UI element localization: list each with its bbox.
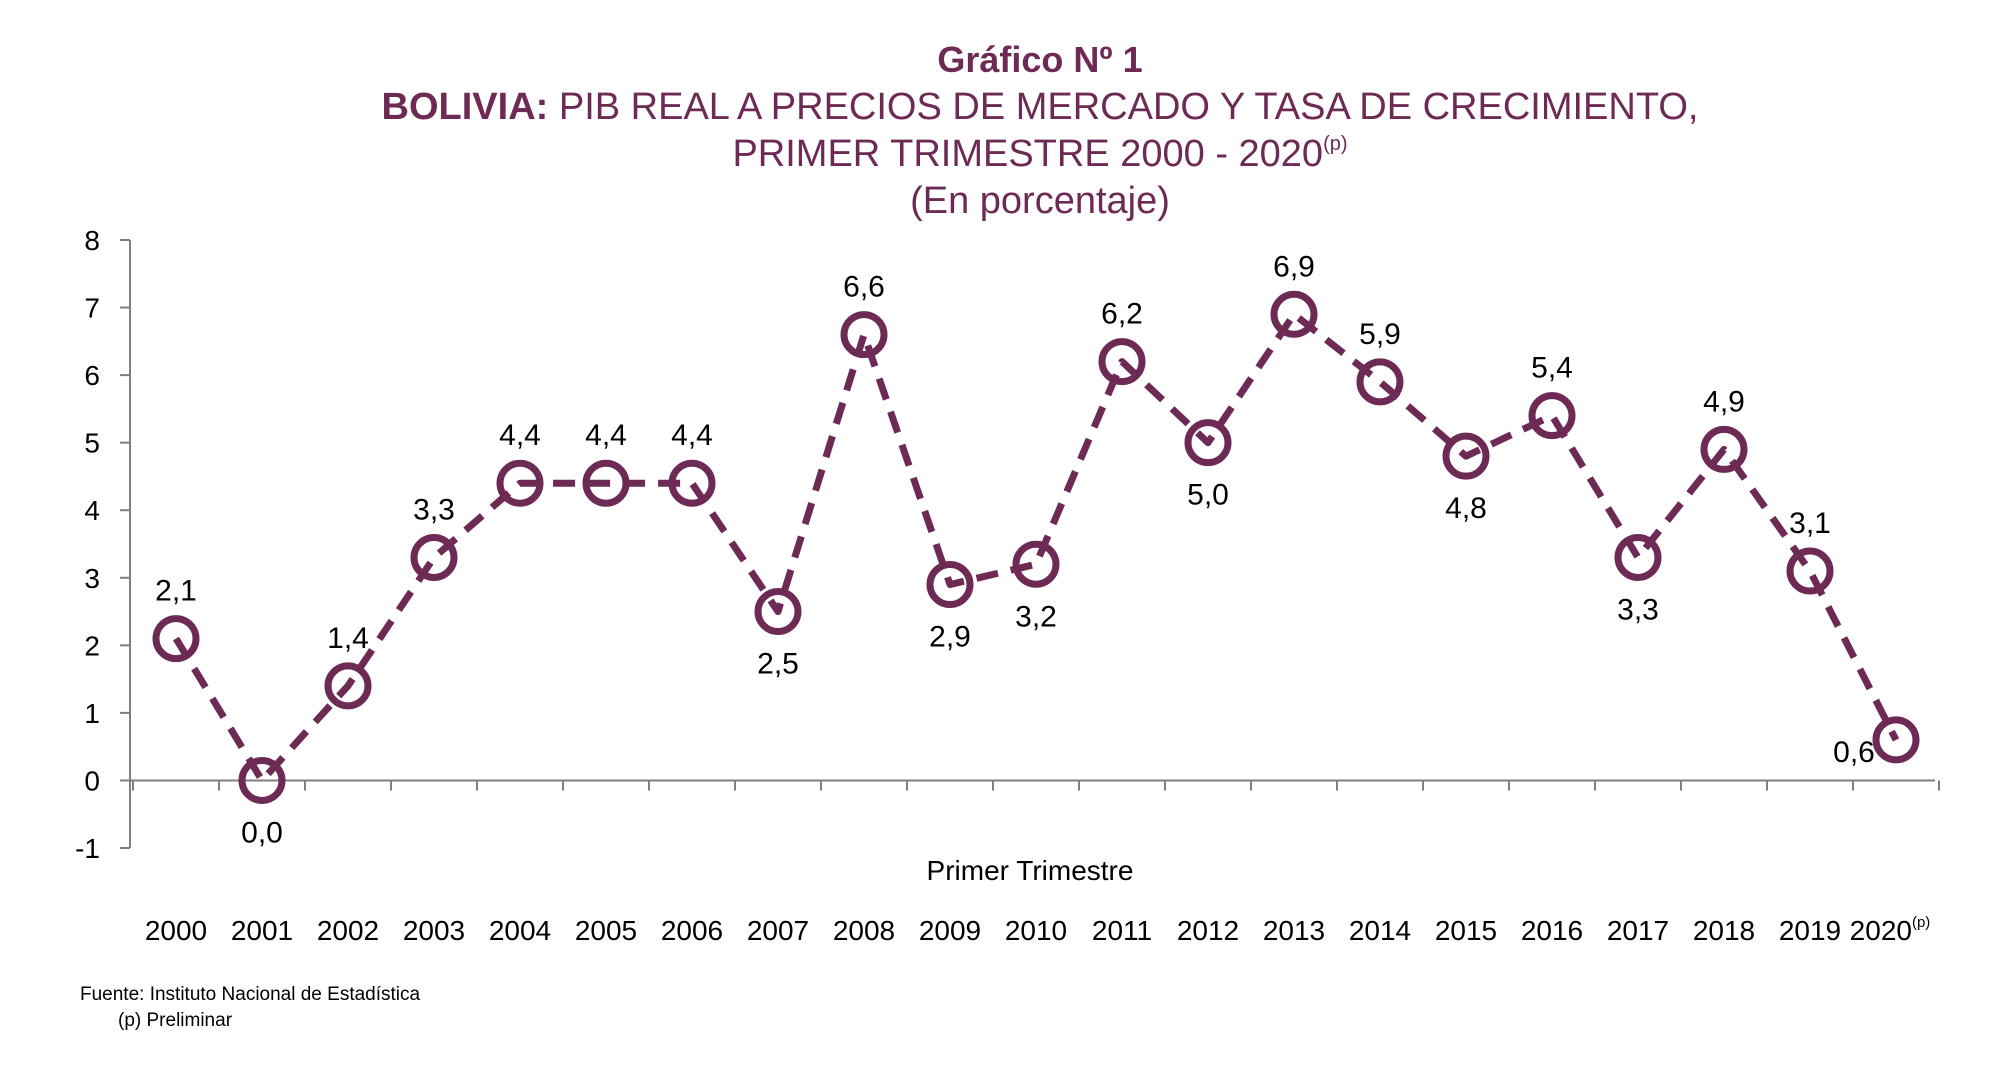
data-point: [1700, 425, 1748, 473]
source-note: Fuente: Instituto Nacional de Estadístic…: [80, 984, 421, 1031]
title-line-3: PRIMER TRIMESTRE 2000 - 2020(p): [732, 133, 1347, 175]
data-label: 4,4: [499, 419, 541, 452]
source-line: Fuente: Instituto Nacional de Estadístic…: [80, 984, 421, 1005]
preliminary-note: (p) Preliminar: [118, 1010, 233, 1031]
x-tick-label: 2020(p): [1850, 914, 1931, 946]
x-tick-label: 2015: [1435, 915, 1497, 946]
title-superscript: (p): [1323, 133, 1347, 155]
data-point: [1786, 547, 1834, 595]
data-label: 6,6: [843, 271, 885, 304]
data-point: [1270, 290, 1318, 338]
data-label: 3,3: [413, 494, 455, 527]
y-tick-label: 8: [84, 225, 100, 256]
title-line-4: (En porcentaje): [910, 180, 1170, 222]
data-point: [754, 588, 802, 636]
series-pib-growth: [173, 310, 1900, 784]
data-label: 0,0: [241, 816, 283, 849]
data-label: 4,9: [1703, 385, 1745, 418]
x-tick-label: 2016: [1521, 915, 1583, 946]
x-tick-label: 2014: [1349, 915, 1411, 946]
y-tick-label: -1: [75, 833, 100, 864]
x-tick-label-superscript: (p): [1912, 914, 1930, 931]
x-axis-labels: 2000 2001 2002 2003 2004 2005 2006 2007 2008 2009…: [145, 914, 1930, 946]
x-tick-label: 2013: [1263, 915, 1325, 946]
data-label: 2,5: [757, 648, 799, 681]
x-tick-label: 2007: [747, 915, 809, 946]
series-line: [173, 310, 1900, 784]
y-tick-label: 5: [84, 428, 100, 459]
x-tick-label: 2002: [317, 915, 379, 946]
y-tick-label: 2: [84, 630, 100, 661]
x-tick-label: 2009: [919, 915, 981, 946]
data-point: [582, 459, 630, 507]
data-point: [238, 756, 286, 804]
data-point: [496, 459, 544, 507]
x-tick-label: 2018: [1693, 915, 1755, 946]
title-period: PRIMER TRIMESTRE 2000 - 2020: [732, 133, 1323, 175]
data-label: 3,3: [1617, 594, 1659, 627]
data-point: [1012, 540, 1060, 588]
title-country: BOLIVIA:: [382, 86, 549, 128]
y-tick-label: 1: [84, 698, 100, 729]
title-line-2: BOLIVIA: PIB REAL A PRECIOS DE MERCADO Y…: [382, 86, 1699, 128]
x-tick-label: 2004: [489, 915, 551, 946]
data-label: 3,2: [1015, 600, 1057, 633]
chart-title: Gráfico Nº 1 BOLIVIA: PIB REAL A PRECIOS…: [382, 39, 1699, 222]
y-axis-ticks: -1 0 1 2 3 4 5 6 7 8: [75, 225, 130, 864]
data-point: [1098, 338, 1146, 386]
y-tick-label: 0: [84, 765, 100, 796]
x-tick-label: 2003: [403, 915, 465, 946]
data-label: 4,4: [585, 419, 627, 452]
x-tick-label: 2001: [231, 915, 293, 946]
y-tick-label: 3: [84, 563, 100, 594]
data-label: 3,1: [1789, 507, 1831, 540]
data-point: [1872, 716, 1920, 764]
x-tick-label: 2012: [1177, 915, 1239, 946]
title-line-1: Gráfico Nº 1: [937, 39, 1142, 80]
data-point: [1528, 392, 1576, 440]
data-label: 1,4: [327, 622, 369, 655]
data-label: 5,4: [1531, 352, 1573, 385]
x-tick-label: 2011: [1092, 915, 1152, 946]
series-markers: [152, 290, 1920, 804]
data-point: [324, 662, 372, 710]
title-main: PIB REAL A PRECIOS DE MERCADO Y TASA DE …: [548, 86, 1698, 128]
data-label: 2,1: [155, 575, 197, 608]
data-label: 6,9: [1273, 250, 1315, 283]
x-tick-label: 2019: [1779, 915, 1841, 946]
data-point: [1442, 432, 1490, 480]
data-label: 2,9: [929, 621, 971, 654]
data-label: 5,9: [1359, 318, 1401, 351]
data-label: 5,0: [1187, 479, 1229, 512]
data-point: [668, 459, 716, 507]
data-point: [840, 311, 888, 359]
x-axis-ticks: [132, 780, 1940, 791]
data-label: 4,8: [1445, 492, 1487, 525]
x-tick-label: 2008: [833, 915, 895, 946]
x-tick-label: 2000: [145, 915, 207, 946]
data-point: [152, 615, 200, 663]
x-axis-title: Primer Trimestre: [927, 855, 1134, 886]
y-tick-label: 4: [84, 495, 100, 526]
x-tick-label: 2005: [575, 915, 637, 946]
data-label: 4,4: [671, 419, 713, 452]
y-tick-label: 6: [84, 360, 100, 391]
x-tick-label: 2010: [1005, 915, 1067, 946]
x-tick-label: 2006: [661, 915, 723, 946]
data-point: [1184, 419, 1232, 467]
data-label: 6,2: [1101, 298, 1143, 331]
data-point: [926, 561, 974, 609]
data-labels: 2,1 0,0 1,4 3,3 4,4 4,4 4,4 2,5 6,6 2,9 3,2 6,2 5,0 6…: [155, 250, 1875, 849]
x-tick-label: 2017: [1607, 915, 1669, 946]
data-point: [1356, 358, 1404, 406]
y-tick-label: 7: [84, 293, 100, 324]
data-point: [410, 534, 458, 582]
data-label: 0,6: [1833, 736, 1875, 769]
axes: [129, 240, 1935, 848]
data-point: [1614, 534, 1662, 582]
